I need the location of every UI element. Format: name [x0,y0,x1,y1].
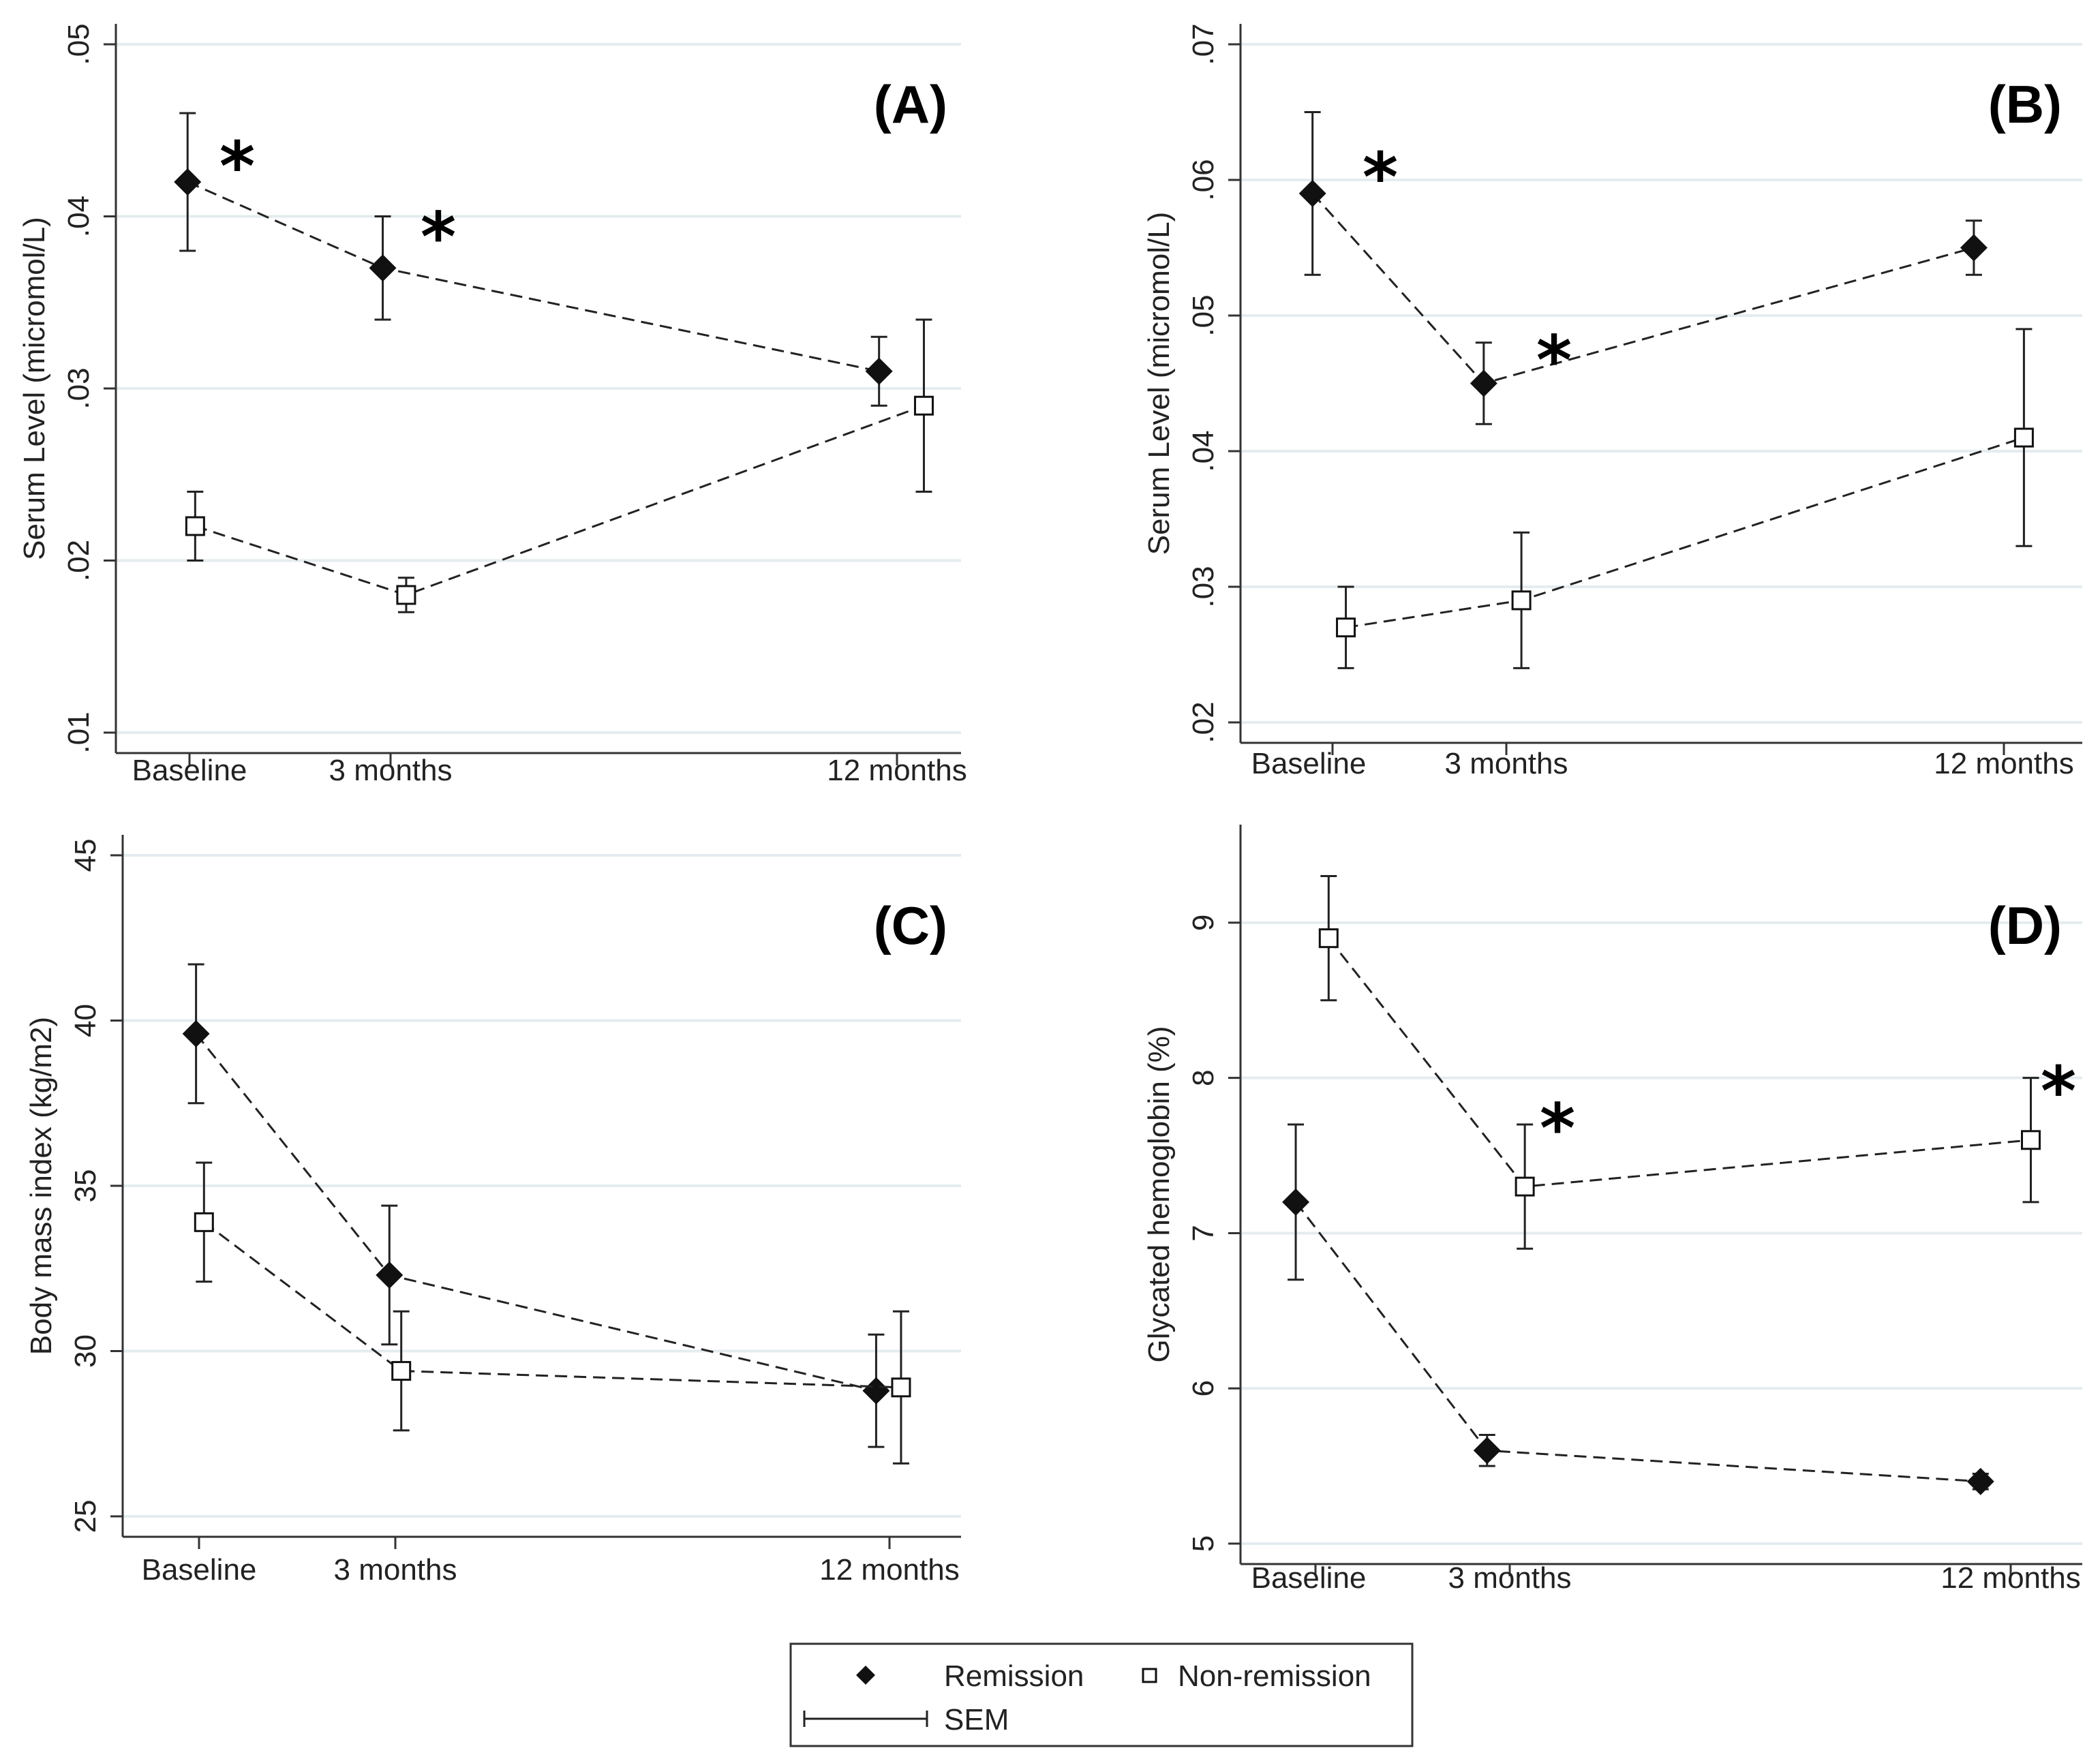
panel-c-nonremission-point [194,1212,214,1232]
panel-c-nonremission-line [203,1221,902,1389]
panel-a-label: (A) [874,74,947,134]
panel-c-x-tick-label: 3 months [334,1553,457,1587]
panel-a-y-tick-label: .01 [62,711,95,753]
panel-b-x-tick-label: 12 months [1934,747,2073,780]
panel-a-nonremission-point [185,516,205,536]
panel-d-label: (D) [1988,895,2062,955]
legend-sem-label: SEM [944,1703,1009,1736]
panel-d-remission-point [1473,1437,1501,1465]
panel-b-y-tick-label: .06 [1187,159,1220,200]
panel-b-nonremission-point [1511,590,1532,611]
panel-b-remission-point [1960,234,1988,262]
legend-remission-marker [856,1666,875,1685]
panel-c-y-tick-label: 40 [69,1004,102,1037]
panel-a-y-axis-label: Serum Level (micromol/L) [18,217,51,560]
panel-b-label: (B) [1988,74,2062,134]
panel-a: .01 .02 .03 .04 .05 Baseline 3 months 12 months… [18,23,967,787]
panel-a-significance-star: * [219,127,255,206]
panel-c-remission-point [862,1377,890,1405]
panel-a-remission-point [174,168,202,196]
panel-c-y-tick-label: 35 [69,1169,102,1203]
panel-a-x-tick-label: Baseline [132,754,247,787]
panel-c-label: (C) [874,895,947,955]
panel-d-x-tick-label: 3 months [1448,1561,1572,1595]
panel-d-y-tick-label: 5 [1187,1535,1220,1552]
panel-b-y-axis-label: Serum Level (micromol/L) [1142,212,1176,555]
panel-a-remission-point [865,357,893,385]
panel-a-y-tick-label: .02 [62,540,95,581]
panel-d: 5 6 7 8 9 Baseline 3 months 12 months Glycated h… [1142,825,2082,1595]
panel-d-y-tick-label: 7 [1187,1225,1220,1241]
panel-b-y-tick-label: .07 [1187,23,1220,65]
panel-a-y-tick-label: .05 [62,23,95,65]
panel-c-nonremission-point [891,1377,911,1398]
legend-nonremission-label: Non-remission [1178,1659,1371,1693]
legend-frame [789,1642,1414,1747]
panel-b-y-tick-label: .05 [1187,294,1220,336]
panel-d-nonremission-point [2021,1130,2041,1150]
panel-b-y-tick-label: .02 [1187,701,1220,743]
panel-d-y-tick-label: 6 [1187,1380,1220,1396]
panel-c: 25 30 35 40 45 Baseline 3 months 12 months Body … [25,835,961,1587]
panel-d-remission-point [1282,1188,1310,1216]
panel-a-y-tick-label: .04 [62,196,95,237]
panel-d-y-tick-label: 9 [1187,915,1220,931]
panel-c-x-tick-label: Baseline [142,1553,257,1587]
legend: Remission Non-remission SEM [789,1642,1414,1747]
panel-a-remission-point [369,254,397,282]
panel-d-y-axis-label: Glycated hemoglobin (%) [1142,1026,1176,1362]
panel-b-nonremission-point [2013,427,2034,448]
panel-b-significance-star: * [1363,138,1398,217]
panel-c-nonremission-point [391,1361,412,1381]
panel-a-nonremission-point [913,395,934,416]
panel-d-significance-star: * [2041,1052,2076,1131]
panel-a-y-tick-label: .03 [62,367,95,409]
panel-b-x-tick-label: Baseline [1251,747,1367,780]
panel-a-x-tick-label: 3 months [329,754,453,787]
panel-a-x-tick-label: 12 months [827,754,967,787]
panel-a-significance-star: * [421,198,456,277]
panel-c-remission-point [182,1020,210,1047]
panel-b-remission-point [1298,179,1326,207]
panel-b-nonremission-point [1336,617,1356,638]
legend-remission-label: Remission [944,1659,1084,1693]
panel-c-y-axis-label: Body mass index (kg/m2) [25,1017,58,1355]
panel-a-nonremission-point [396,585,416,605]
panel-c-x-tick-label: 12 months [819,1553,959,1587]
panel-c-remission-point [376,1261,404,1289]
panel-b-x-tick-label: 3 months [1445,747,1568,780]
panel-d-nonremission-point [1515,1176,1535,1197]
panel-b: .02 .03 .04 .05 .06 .07 Baseline 3 months 12 mon… [1142,23,2082,780]
panels: .01 .02 .03 .04 .05 Baseline 3 months 12 months… [18,23,2082,1595]
panel-d-nonremission-point [1318,928,1339,949]
panel-b-y-tick-label: .03 [1187,566,1220,607]
panel-b-significance-star: * [1536,321,1572,401]
panel-b-remission-point [1470,369,1497,397]
panel-d-x-tick-label: 12 months [1941,1561,2080,1595]
panel-d-y-tick-label: 8 [1187,1069,1220,1086]
panel-b-y-tick-label: .04 [1187,430,1220,472]
legend-nonremission-marker [1142,1668,1157,1683]
panel-c-y-tick-label: 45 [69,839,102,872]
panel-d-remission-point [1966,1467,1994,1495]
panel-d-significance-star: * [1540,1088,1575,1168]
panel-d-x-tick-label: Baseline [1251,1561,1367,1595]
panel-c-y-tick-label: 30 [69,1334,102,1368]
panel-c-y-tick-label: 25 [69,1500,102,1533]
